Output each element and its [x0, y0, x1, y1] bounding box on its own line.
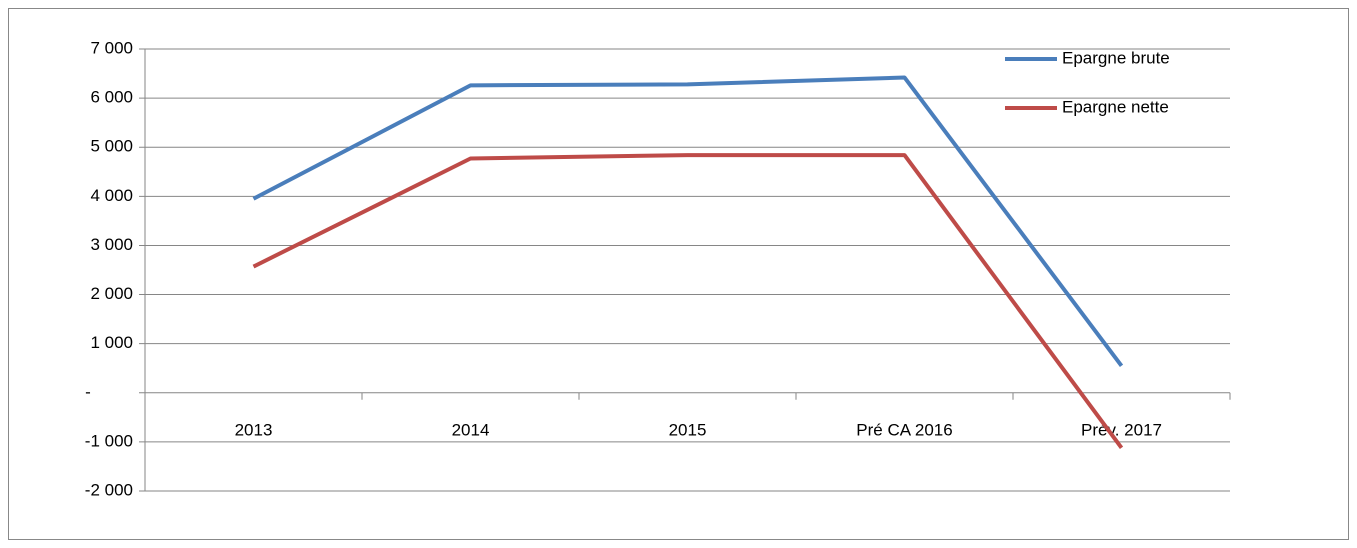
x-tick-label: Prév. 2017 — [1081, 420, 1162, 439]
y-tick-label: 2 000 — [90, 284, 133, 303]
x-tick-label: 2014 — [452, 420, 490, 439]
y-tick-label: 4 000 — [90, 186, 133, 205]
y-tick-label: 6 000 — [90, 88, 133, 107]
y-tick-label: -1 000 — [85, 431, 133, 450]
x-tick-label: 2013 — [235, 420, 273, 439]
series-line — [252, 75, 1124, 367]
y-tick-label: 3 000 — [90, 235, 133, 254]
legend-label: Epargne nette — [1062, 97, 1169, 116]
y-tick-label: - — [85, 382, 91, 401]
legend-label: Epargne brute — [1062, 48, 1170, 67]
x-tick-label: Pré CA 2016 — [856, 420, 952, 439]
y-tick-label: 5 000 — [90, 137, 133, 156]
y-tick-label: 1 000 — [90, 333, 133, 352]
y-tick-label: 7 000 — [90, 38, 133, 57]
y-tick-label: -2 000 — [85, 480, 133, 499]
chart-border — [8, 8, 1349, 540]
x-tick-label: 2015 — [669, 420, 707, 439]
series-line — [252, 153, 1124, 449]
